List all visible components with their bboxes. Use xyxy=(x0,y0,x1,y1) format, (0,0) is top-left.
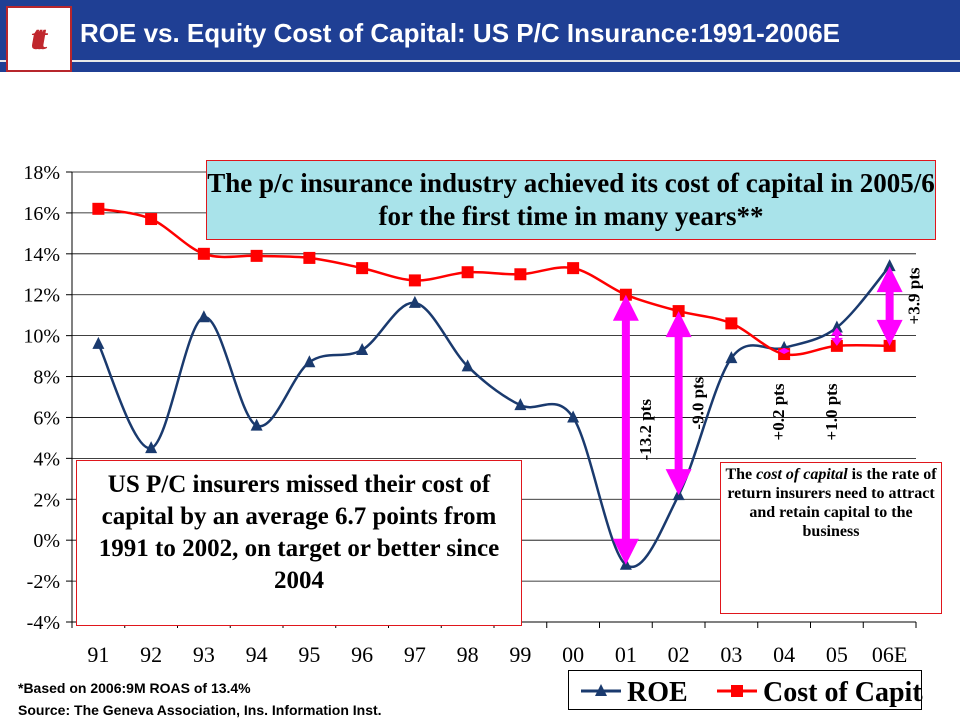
x-tick-label: 03 xyxy=(720,642,742,667)
legend-coc-marker xyxy=(731,685,743,697)
gap-label: +0.2 pts xyxy=(769,383,788,440)
x-tick-label: 99 xyxy=(509,642,531,667)
x-tick-label: 92 xyxy=(140,642,162,667)
gap-arrows xyxy=(612,266,903,565)
cost-of-capital-point xyxy=(303,251,316,264)
callout-missed-cost-of-capital: US P/C insurers missed their cost of cap… xyxy=(76,460,522,626)
x-tick-label: 94 xyxy=(246,642,268,667)
y-tick-label: -2% xyxy=(27,571,60,593)
cost-of-capital-point xyxy=(197,247,210,260)
callout-cost-of-capital-achieved: The p/c insurance industry achieved its … xyxy=(206,160,936,240)
header-divider xyxy=(0,60,960,62)
gap-arrow xyxy=(778,347,791,355)
x-tick-label: 97 xyxy=(404,642,426,667)
x-tick-label: 02 xyxy=(668,642,690,667)
roe-point xyxy=(250,418,263,431)
y-tick-label: 10% xyxy=(23,326,60,348)
gap-label: +3.9 pts xyxy=(905,267,924,324)
cost-of-capital-point xyxy=(725,317,738,330)
cost-of-capital-line xyxy=(98,207,890,357)
x-tick-label: 01 xyxy=(615,642,637,667)
cost-of-capital-point xyxy=(356,262,369,275)
roe-point xyxy=(408,295,421,308)
footnote: *Based on 2006:9M ROAS of 13.4% xyxy=(18,680,251,696)
chart-legend: ROE Cost of Capital xyxy=(568,670,944,710)
y-tick-label: -4% xyxy=(27,612,60,634)
y-tick-label: 18% xyxy=(23,162,60,184)
legend-graphic: ROE Cost of Capital xyxy=(581,677,944,708)
definition-pre: The xyxy=(725,466,757,483)
cost-of-capital-point xyxy=(514,268,527,281)
gap-label: +1.0 pts xyxy=(822,383,841,440)
roe-line xyxy=(97,265,891,569)
y-tick-label: 0% xyxy=(33,530,60,552)
title-bar: ttt ROE vs. Equity Cost of Capital: US P… xyxy=(0,0,960,72)
legend-roe-label: ROE xyxy=(627,677,688,708)
source-note: Source: The Geneva Association, Ins. Inf… xyxy=(18,702,382,718)
y-tick-labels: -4% -2% 0% 2% 4% 6% 8% 10% 12% 14% 16% 18% xyxy=(23,162,60,634)
x-tick-label: 96 xyxy=(351,642,373,667)
x-tick-label: 04 xyxy=(773,642,795,667)
cost-of-capital-point xyxy=(567,262,580,275)
x-tick-label: 95 xyxy=(298,642,320,667)
legend-roe-marker xyxy=(595,684,607,696)
cost-of-capital-point xyxy=(250,249,263,262)
roe-point xyxy=(567,410,580,423)
roe-point xyxy=(356,342,369,355)
cost-of-capital-point xyxy=(408,274,421,287)
roe-point xyxy=(145,441,158,454)
y-tick-label: 6% xyxy=(33,407,60,429)
gap-label: -9.0 pts xyxy=(689,376,708,429)
definition-post: is the rate of return insurers need to a… xyxy=(727,466,937,540)
y-tick-label: 14% xyxy=(23,244,60,266)
x-tick-labels: 91 92 93 94 95 96 97 98 99 00 01 02 03 04 05 06E xyxy=(87,642,907,667)
y-tick-label: 12% xyxy=(23,285,60,307)
gap-labels: -13.2 pts -9.0 pts +0.2 pts +1.0 pts +3.9 pt… xyxy=(636,267,924,460)
roe-point xyxy=(92,336,105,349)
roe-point xyxy=(197,310,210,323)
y-tick-label: 8% xyxy=(33,367,60,389)
gap-arrow xyxy=(665,311,692,496)
x-tick-label: 00 xyxy=(562,642,584,667)
roe-point xyxy=(830,320,843,333)
gap-arrow xyxy=(830,327,843,346)
y-tick-label: 16% xyxy=(23,203,60,225)
roe-point xyxy=(303,355,316,368)
gap-arrow xyxy=(876,266,903,346)
x-tick-label: 06E xyxy=(872,642,907,667)
cost-of-capital-point xyxy=(145,213,158,226)
roe-point xyxy=(883,259,896,272)
iii-logo: ttt xyxy=(6,6,72,72)
slide-title: ROE vs. Equity Cost of Capital: US P/C I… xyxy=(80,18,841,48)
gap-label: -13.2 pts xyxy=(636,399,655,461)
cost-of-capital-point xyxy=(461,266,474,279)
roe-point xyxy=(514,398,527,411)
y-tick-label: 2% xyxy=(33,489,60,511)
x-tick-label: 91 xyxy=(87,642,109,667)
y-tick-label: 4% xyxy=(33,448,60,470)
cost-of-capital-point xyxy=(92,202,105,215)
x-tick-label: 98 xyxy=(457,642,479,667)
callout-cost-of-capital-definition: The cost of capital is the rate of retur… xyxy=(720,462,942,614)
gap-arrow xyxy=(612,294,639,565)
x-tick-label: 93 xyxy=(193,642,215,667)
x-tick-label: 05 xyxy=(826,642,848,667)
legend-coc-label: Cost of Capital xyxy=(763,677,923,708)
roe-point xyxy=(461,359,474,372)
definition-term: cost of capital xyxy=(756,466,848,483)
roe-point xyxy=(725,351,738,364)
